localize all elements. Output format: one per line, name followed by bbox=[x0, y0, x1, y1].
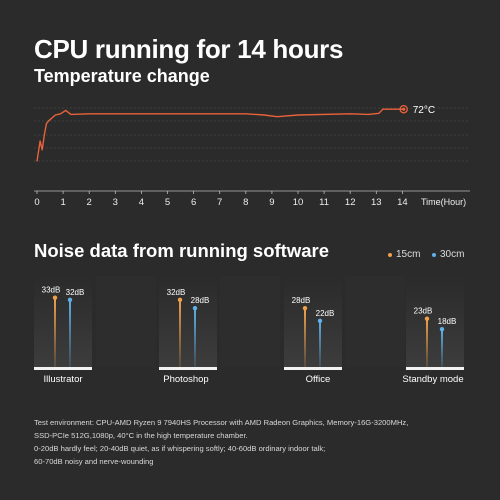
noise-value-label: 28dB bbox=[292, 296, 311, 305]
panel-gap bbox=[96, 276, 156, 367]
legend-label: 30cm bbox=[440, 249, 465, 260]
category-label: Office bbox=[306, 374, 331, 385]
footnote-line: SSD-PCIe 512G,1080p, 40°C in the high te… bbox=[34, 431, 248, 440]
x-tick-label: 13 bbox=[371, 197, 382, 208]
category-baseline bbox=[406, 367, 464, 370]
x-tick-label: 0 bbox=[34, 197, 39, 208]
x-tick-label: 6 bbox=[191, 197, 196, 208]
legend-dot-blue bbox=[432, 252, 436, 257]
noise-bar-chart: 33dB 32dB Illustrator 32dB 28dB Photoshop 28dB… bbox=[34, 276, 464, 385]
noise-bar bbox=[69, 299, 71, 367]
panel-gap bbox=[345, 276, 405, 367]
test-environment-footnote: Test environment: CPU-AMD Ryzen 9 7940HS… bbox=[34, 416, 474, 468]
temperature-subtitle: Temperature change bbox=[34, 66, 210, 86]
noise-value-label: 28dB bbox=[191, 296, 210, 305]
x-tick-label: 8 bbox=[243, 197, 248, 208]
noise-bar-dot bbox=[424, 316, 430, 321]
temperature-series-line bbox=[36, 108, 404, 162]
x-tick-label: 9 bbox=[269, 197, 274, 208]
x-tick-label: 14 bbox=[397, 197, 408, 208]
noise-bar bbox=[304, 308, 306, 367]
category-baseline bbox=[34, 367, 92, 370]
category-panel bbox=[284, 276, 342, 367]
noise-bar-dot bbox=[302, 306, 308, 311]
page-title: CPU running for 14 hours bbox=[34, 34, 344, 64]
noise-bar bbox=[194, 308, 196, 367]
noise-bar bbox=[54, 297, 56, 367]
category-panel bbox=[34, 276, 92, 367]
x-tick-label: 7 bbox=[217, 197, 222, 208]
noise-bar-dot bbox=[439, 327, 445, 332]
noise-bar bbox=[179, 299, 181, 367]
legend-item-15cm: 15cm bbox=[388, 249, 420, 260]
end-value-label: 72°C bbox=[413, 105, 435, 116]
end-point-marker bbox=[399, 104, 408, 114]
noise-bar bbox=[441, 329, 443, 367]
category-label: Photoshop bbox=[163, 374, 208, 385]
noise-value-label: 33dB bbox=[42, 286, 61, 295]
noise-value-label: 32dB bbox=[66, 288, 85, 297]
noise-value-label: 22dB bbox=[316, 309, 335, 318]
x-tick-label: 3 bbox=[113, 197, 118, 208]
x-tick-label: 5 bbox=[165, 197, 170, 208]
category-baseline bbox=[159, 367, 217, 370]
x-tick-label: 4 bbox=[139, 197, 144, 208]
x-tick-label: 1 bbox=[60, 197, 65, 208]
category-label: Standby mode bbox=[402, 374, 463, 385]
x-tick-label: 10 bbox=[293, 197, 304, 208]
x-tick-label: 2 bbox=[87, 197, 92, 208]
x-tick-label: 11 bbox=[319, 197, 329, 208]
category-panel bbox=[406, 276, 464, 367]
footnote-line: Test environment: CPU-AMD Ryzen 9 7940HS… bbox=[34, 418, 409, 427]
legend-dot-orange bbox=[388, 252, 392, 257]
noise-bar bbox=[319, 320, 321, 367]
noise-section-title: Noise data from running software bbox=[34, 240, 330, 261]
x-tick-label: 12 bbox=[345, 197, 356, 208]
panel-gap bbox=[220, 276, 280, 367]
category-panel bbox=[159, 276, 217, 367]
category-baseline bbox=[284, 367, 342, 370]
footnote-line: 0-20dB hardly feel; 20-40dB quiet, as if… bbox=[34, 444, 326, 453]
noise-bar bbox=[426, 318, 428, 367]
x-axis-label: Time(Hour) bbox=[421, 197, 466, 207]
noise-value-label: 23dB bbox=[414, 307, 433, 316]
noise-bar-dot bbox=[67, 297, 73, 302]
end-point-dot bbox=[402, 107, 406, 111]
legend-label: 15cm bbox=[396, 249, 421, 260]
temperature-line-chart: 0 1 2 3 4 5 6 7 8 9 10 11 12 13 14 Time(Hour)72°C bbox=[34, 104, 470, 208]
legend-item-30cm: 30cm bbox=[432, 249, 464, 260]
noise-value-label: 18dB bbox=[438, 317, 457, 326]
noise-bar-dot bbox=[52, 295, 58, 300]
noise-bar-dot bbox=[177, 297, 183, 302]
noise-bar-dot bbox=[317, 318, 323, 323]
category-label: Illustrator bbox=[43, 374, 82, 385]
noise-bar-dot bbox=[192, 306, 198, 311]
noise-value-label: 32dB bbox=[167, 288, 186, 297]
footnote-line: 60-70dB noisy and nerve-wounding bbox=[34, 457, 154, 466]
